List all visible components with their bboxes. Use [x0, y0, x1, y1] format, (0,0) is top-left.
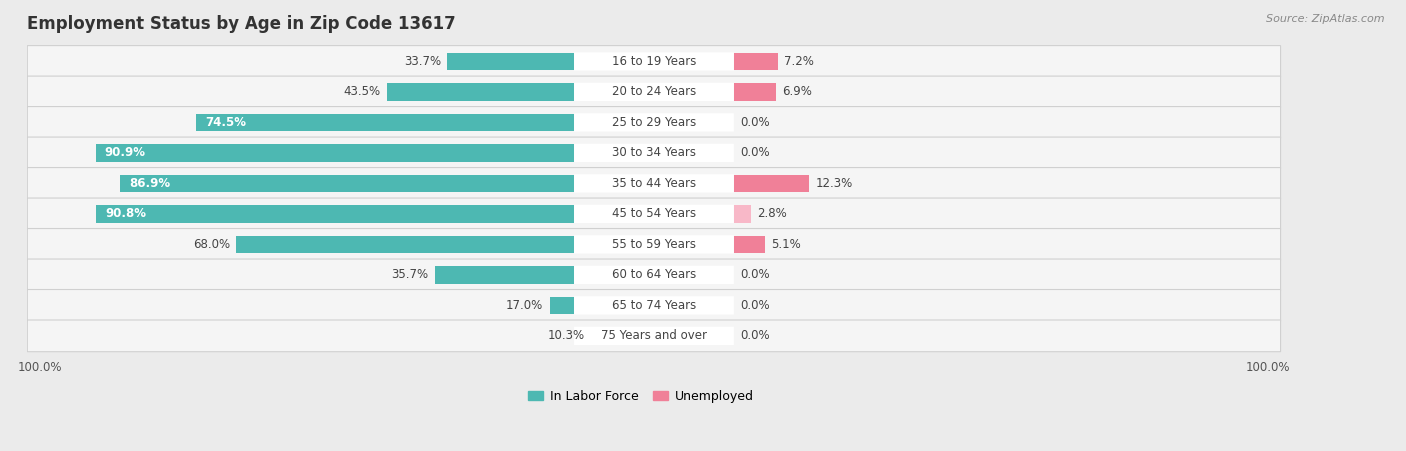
Text: Source: ZipAtlas.com: Source: ZipAtlas.com — [1267, 14, 1385, 23]
Text: 12.3%: 12.3% — [815, 177, 852, 190]
Text: Employment Status by Age in Zip Code 13617: Employment Status by Age in Zip Code 136… — [28, 15, 456, 33]
FancyBboxPatch shape — [27, 106, 1281, 138]
Text: 25 to 29 Years: 25 to 29 Years — [612, 116, 696, 129]
FancyBboxPatch shape — [27, 46, 1281, 77]
Bar — [734, 235, 765, 253]
Text: 6.9%: 6.9% — [782, 85, 813, 98]
Text: 20 to 24 Years: 20 to 24 Years — [612, 85, 696, 98]
FancyBboxPatch shape — [27, 229, 1281, 260]
Text: 2.8%: 2.8% — [756, 207, 787, 221]
Text: 5.1%: 5.1% — [772, 238, 801, 251]
Bar — [550, 296, 574, 314]
Bar — [96, 144, 574, 162]
FancyBboxPatch shape — [574, 266, 734, 284]
FancyBboxPatch shape — [27, 290, 1281, 321]
FancyBboxPatch shape — [27, 137, 1281, 169]
Text: 68.0%: 68.0% — [193, 238, 231, 251]
Text: 90.8%: 90.8% — [105, 207, 146, 221]
Text: 43.5%: 43.5% — [343, 85, 381, 98]
FancyBboxPatch shape — [574, 174, 734, 193]
Bar — [120, 175, 574, 192]
Text: 90.9%: 90.9% — [105, 147, 146, 159]
Text: 0.0%: 0.0% — [740, 147, 769, 159]
FancyBboxPatch shape — [27, 76, 1281, 108]
Bar — [734, 175, 810, 192]
Text: 45 to 54 Years: 45 to 54 Years — [612, 207, 696, 221]
Text: 7.2%: 7.2% — [785, 55, 814, 68]
Bar — [734, 53, 778, 70]
Text: 35 to 44 Years: 35 to 44 Years — [612, 177, 696, 190]
FancyBboxPatch shape — [574, 144, 734, 162]
Bar — [236, 235, 574, 253]
Bar — [734, 205, 751, 223]
FancyBboxPatch shape — [27, 198, 1281, 230]
FancyBboxPatch shape — [27, 259, 1281, 291]
Text: 0.0%: 0.0% — [740, 268, 769, 281]
FancyBboxPatch shape — [574, 235, 734, 253]
FancyBboxPatch shape — [574, 327, 734, 345]
Bar — [734, 83, 776, 101]
Legend: In Labor Force, Unemployed: In Labor Force, Unemployed — [523, 385, 759, 408]
FancyBboxPatch shape — [27, 168, 1281, 199]
Text: 55 to 59 Years: 55 to 59 Years — [612, 238, 696, 251]
Text: 86.9%: 86.9% — [129, 177, 170, 190]
Text: 10.3%: 10.3% — [547, 329, 585, 342]
Bar — [434, 266, 574, 284]
FancyBboxPatch shape — [27, 320, 1281, 352]
Text: 60 to 64 Years: 60 to 64 Years — [612, 268, 696, 281]
Bar — [387, 83, 574, 101]
Text: 17.0%: 17.0% — [506, 299, 543, 312]
Text: 35.7%: 35.7% — [391, 268, 429, 281]
FancyBboxPatch shape — [574, 113, 734, 132]
Bar — [447, 53, 574, 70]
Text: 75 Years and over: 75 Years and over — [600, 329, 707, 342]
FancyBboxPatch shape — [574, 296, 734, 314]
Text: 16 to 19 Years: 16 to 19 Years — [612, 55, 696, 68]
Text: 74.5%: 74.5% — [205, 116, 246, 129]
Text: 0.0%: 0.0% — [740, 329, 769, 342]
Text: 0.0%: 0.0% — [740, 299, 769, 312]
FancyBboxPatch shape — [574, 205, 734, 223]
Text: 65 to 74 Years: 65 to 74 Years — [612, 299, 696, 312]
FancyBboxPatch shape — [574, 83, 734, 101]
Bar — [197, 114, 574, 131]
Text: 0.0%: 0.0% — [740, 116, 769, 129]
Bar — [96, 205, 574, 223]
Text: 33.7%: 33.7% — [404, 55, 441, 68]
FancyBboxPatch shape — [574, 52, 734, 71]
Text: 30 to 34 Years: 30 to 34 Years — [612, 147, 696, 159]
